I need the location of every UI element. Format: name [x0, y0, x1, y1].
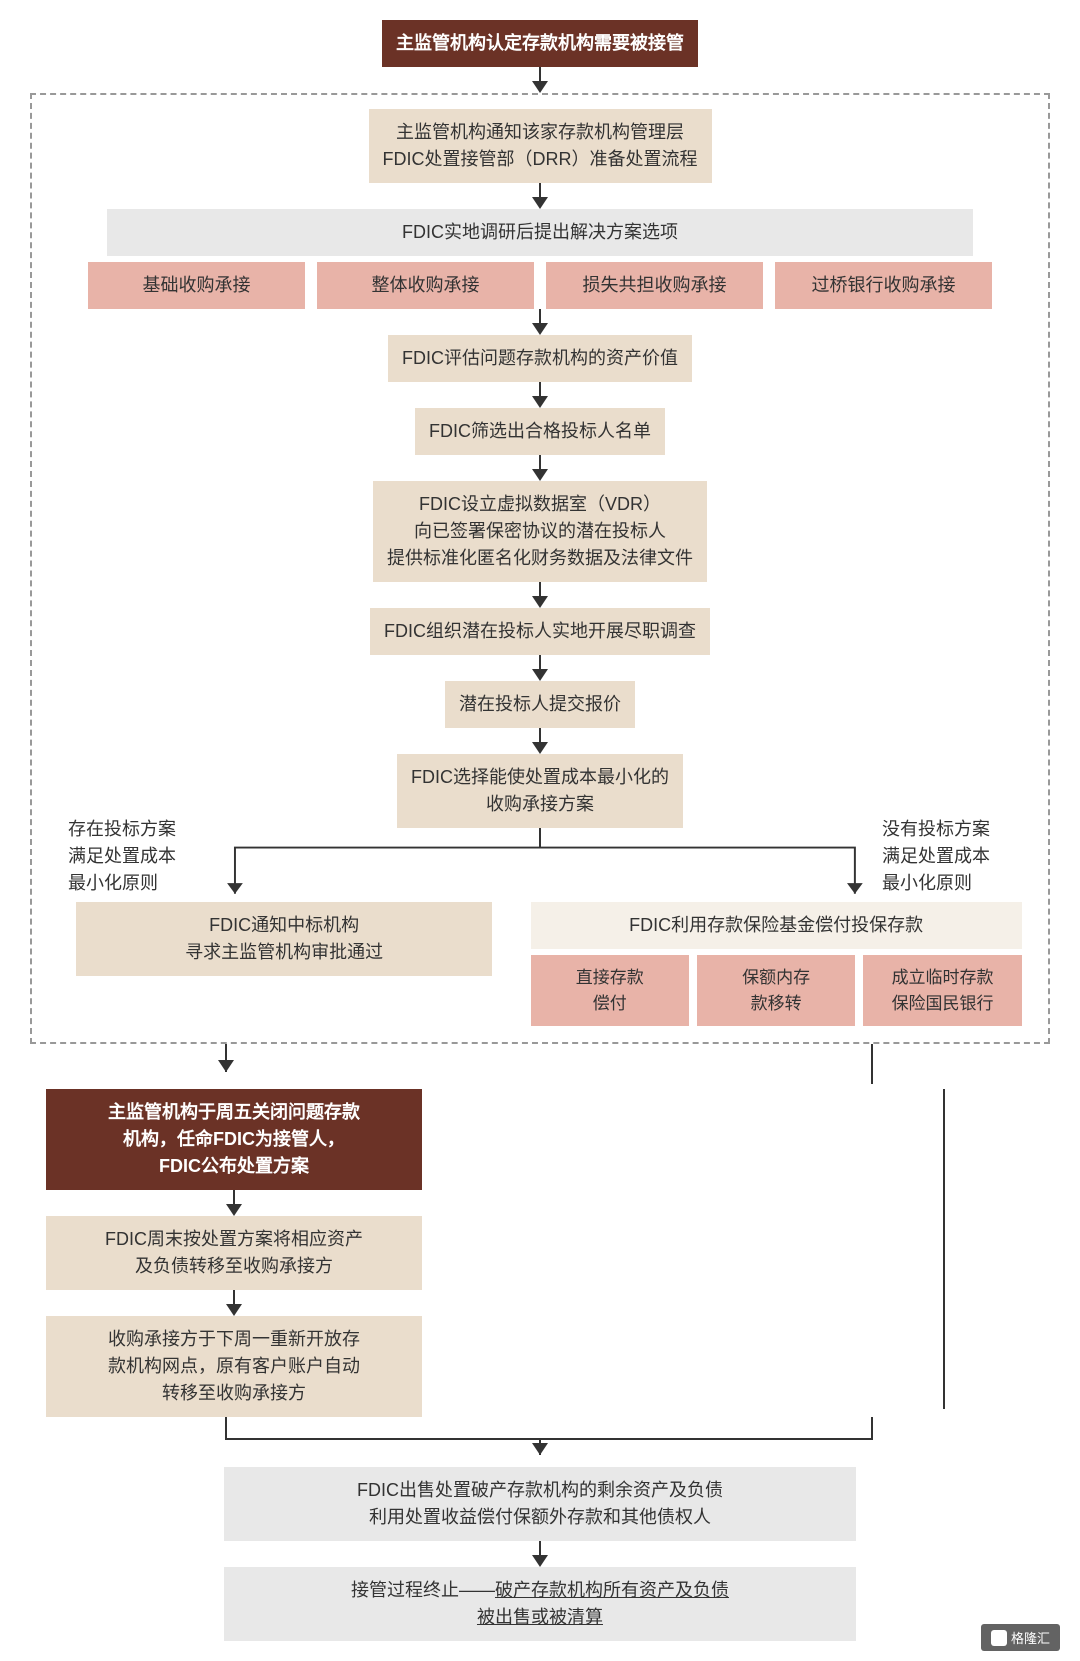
dashed-region: 主监管机构通知该家存款机构管理层 FDIC处置接管部（DRR）准备处置流程 FD… — [30, 93, 1050, 1044]
branch-right-label: 没有投标方案 满足处置成本 最小化原则 — [882, 816, 1032, 897]
connector — [30, 1044, 1050, 1084]
text: FDIC通知中标机构 — [209, 915, 359, 935]
node-research: FDIC实地调研后提出解决方案选项 — [107, 209, 973, 256]
branch-row: 存在投标方案 满足处置成本 最小化原则 没有投标方案 满足处置成本 最小化原则 … — [48, 902, 1032, 1026]
text: 寻求主监管机构审批通过 — [185, 942, 383, 962]
watermark-badge: 格隆汇 — [981, 1624, 1060, 1651]
payout-temp-bank: 成立临时存款保险国民银行 — [863, 955, 1021, 1026]
text: FDIC设立虚拟数据室（VDR） — [419, 494, 661, 514]
flowchart-root: 主监管机构认定存款机构需要被接管 主监管机构通知该家存款机构管理层 FDIC处置… — [30, 20, 1050, 1641]
node-reopen-monday: 收购承接方于下周一重新开放存 款机构网点，原有客户账户自动 转移至收购承接方 — [46, 1316, 421, 1417]
node-vdr: FDIC设立虚拟数据室（VDR） 向已签署保密协议的潜在投标人 提供标准化匿名化… — [373, 481, 707, 582]
option-whole: 整体收购承接 — [317, 262, 534, 309]
option-loss-share: 损失共担收购承接 — [546, 262, 763, 309]
node-terminate: 接管过程终止——破产存款机构所有资产及负债 被出售或被清算 — [224, 1567, 856, 1641]
node-notify: 主监管机构通知该家存款机构管理层 FDIC处置接管部（DRR）准备处置流程 — [369, 109, 712, 183]
watermark-text: 格隆汇 — [1011, 1628, 1050, 1647]
options-row: 基础收购承接 整体收购承接 损失共担收购承接 过桥银行收购承接 — [48, 262, 1032, 309]
watermark-icon — [991, 1630, 1007, 1646]
node-notify-winner: FDIC通知中标机构 寻求主监管机构审批通过 — [76, 902, 492, 976]
lower-split: 主监管机构于周五关闭问题存款 机构，任命FDIC为接管人， FDIC公布处置方案… — [30, 1089, 1050, 1417]
node-sell-remaining: FDIC出售处置破产存款机构的剩余资产及负债 利用处置收益偿付保额外存款和其他债… — [224, 1467, 856, 1541]
right-long-connector — [438, 1089, 1050, 1409]
node-submit-bid: 潜在投标人提交报价 — [445, 681, 635, 728]
payout-transfer: 保额内存款移转 — [697, 955, 855, 1026]
node-valuate: FDIC评估问题存款机构的资产价值 — [388, 335, 692, 382]
node-start: 主监管机构认定存款机构需要被接管 — [382, 20, 698, 67]
node-due-diligence: FDIC组织潜在投标人实地开展尽职调查 — [370, 608, 710, 655]
text: 收购承接方案 — [486, 794, 594, 814]
node-insurance-payout: FDIC利用存款保险基金偿付投保存款 — [531, 902, 1022, 949]
node-close-friday: 主监管机构于周五关闭问题存款 机构，任命FDIC为接管人， FDIC公布处置方案 — [46, 1089, 421, 1190]
option-bridge-bank: 过桥银行收购承接 — [775, 262, 992, 309]
payout-options-row: 直接存款偿付 保额内存款移转 成立临时存款保险国民银行 — [531, 955, 1022, 1026]
node-select-plan: FDIC选择能使处置成本最小化的 收购承接方案 — [397, 754, 683, 828]
text: FDIC选择能使处置成本最小化的 — [411, 767, 669, 787]
node-weekend-transfer: FDIC周末按处置方案将相应资产 及负债转移至收购承接方 — [46, 1216, 421, 1290]
option-basic: 基础收购承接 — [88, 262, 305, 309]
text: 主监管机构通知该家存款机构管理层 — [396, 122, 684, 142]
text: 向已签署保密协议的潜在投标人 — [414, 521, 666, 541]
merge-connector — [30, 1417, 1050, 1467]
payout-direct: 直接存款偿付 — [531, 955, 689, 1026]
branch-left-label: 存在投标方案 满足处置成本 最小化原则 — [68, 816, 218, 897]
text: FDIC处置接管部（DRR）准备处置流程 — [383, 149, 698, 169]
node-qualify-bidders: FDIC筛选出合格投标人名单 — [415, 408, 665, 455]
text: 提供标准化匿名化财务数据及法律文件 — [387, 548, 693, 568]
